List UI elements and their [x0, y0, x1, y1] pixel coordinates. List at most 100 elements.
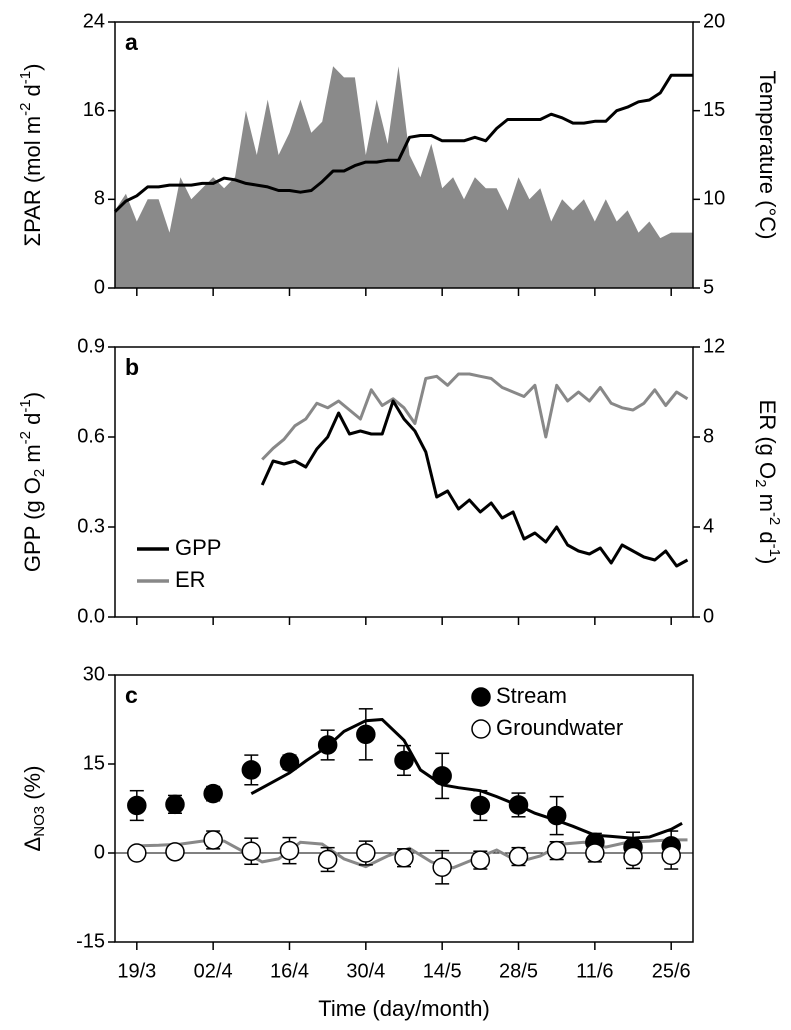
point [127, 843, 147, 863]
legend-label: Stream [496, 683, 567, 708]
point [546, 805, 567, 826]
point [508, 795, 529, 815]
temperature-line [113, 73, 693, 213]
x-tick-label: 19/3 [117, 960, 156, 982]
y2-tick-label: 15 [703, 99, 725, 121]
y-tick-label: 24 [83, 10, 105, 32]
axis-label: ΣPAR (mol m-2 d-1) [17, 64, 45, 247]
axis-label-part: GPP (g O [20, 477, 45, 572]
axis-label-part: m [755, 487, 780, 511]
axis-label-part: d [20, 413, 45, 431]
point [623, 846, 643, 867]
point [661, 845, 681, 866]
point [394, 750, 414, 771]
y-tick-label: 15 [83, 752, 105, 774]
x-tick-label: 25/6 [652, 960, 691, 982]
par-area [115, 66, 693, 288]
y-tick-label: 0.3 [77, 515, 105, 537]
axis-label: ΔNO3 (%) [20, 766, 48, 852]
axis-label-part: -1 [17, 399, 34, 412]
point [317, 735, 338, 755]
panel-letter: c [125, 682, 138, 708]
y-tick-label: 30 [83, 663, 105, 685]
axis-label-part: -1 [17, 71, 34, 84]
y-tick-label: 0 [94, 841, 105, 863]
axis-label-part: -2 [17, 431, 34, 444]
y-tick-label: 8 [94, 188, 105, 210]
y2-tick-label: 12 [703, 335, 725, 357]
point [356, 724, 376, 745]
y2-tick-label: 8 [703, 425, 714, 447]
axis-label-part: -2 [17, 103, 34, 116]
axis-label-part: ) [755, 557, 780, 564]
point [432, 857, 452, 877]
axis-label-part: d [755, 525, 780, 543]
point [279, 752, 300, 772]
point [546, 840, 567, 861]
legend-marker [471, 719, 491, 739]
y-tick-label: 0.9 [77, 335, 105, 357]
axis-label: Temperature (°C) [755, 71, 780, 240]
y-tick-label: 0 [94, 276, 105, 298]
plot-frame [114, 21, 694, 289]
x-tick-label: 16/4 [270, 960, 309, 982]
point [165, 794, 185, 815]
y-tick-label: -15 [76, 930, 105, 952]
panel-letter: a [125, 29, 138, 55]
x-tick-label: 11/6 [576, 960, 613, 982]
axis-label-part: Δ [20, 836, 45, 851]
axis-label-part: (%) [20, 766, 45, 806]
axis-label-part: m [20, 444, 45, 468]
axis-label-part: -2 [766, 512, 783, 525]
y2-tick-label: 10 [703, 188, 725, 210]
y2-tick-label: 4 [703, 515, 714, 537]
point [356, 843, 376, 863]
point [127, 795, 147, 816]
axis-label-part: ) [20, 392, 45, 399]
point [470, 795, 491, 816]
x-tick-label: 28/5 [499, 960, 538, 982]
x-tick-label: 02/4 [194, 960, 233, 982]
point [203, 830, 223, 850]
panel-letter: b [125, 354, 139, 380]
legend-label: ER [175, 567, 206, 592]
y2-tick-label: 0 [703, 605, 714, 627]
y-tick-label: 0.0 [77, 605, 105, 627]
x-axis-label: Time (day/month) [318, 996, 490, 1021]
x-tick-label: 30/4 [346, 960, 385, 982]
legend-marker [471, 687, 491, 707]
point [279, 840, 300, 861]
y-tick-label: 16 [83, 99, 105, 121]
axis-label: GPP (g O2 m-2 d-1) [17, 392, 48, 572]
point [585, 843, 605, 863]
axis-label: ER (g O2 m-2 d-1) [752, 400, 783, 565]
axis-label-part: 2 [31, 469, 48, 477]
axis-label-part: -1 [766, 544, 783, 557]
point [432, 766, 452, 786]
point [241, 760, 262, 780]
plot-frame [114, 674, 694, 943]
axis-label-part: Temperature (°C) [755, 71, 780, 240]
axis-label-part: 2 [752, 479, 769, 487]
axis-label-part: d [20, 84, 45, 102]
legend-label: Groundwater [496, 715, 623, 740]
series-line [261, 372, 689, 461]
y-tick-label: 0.6 [77, 425, 105, 447]
y2-tick-label: 20 [703, 10, 725, 32]
legend-label: GPP [175, 535, 221, 560]
point [470, 850, 491, 870]
axis-label-part: ΣPAR (mol m [20, 116, 45, 247]
point [241, 841, 262, 861]
point [165, 842, 185, 862]
axis-label-part: ) [20, 64, 45, 71]
x-tick-label: 14/5 [423, 960, 462, 982]
point [394, 847, 414, 868]
series-line [260, 399, 689, 568]
axis-label-part: ER (g O [755, 400, 780, 479]
point [317, 849, 338, 870]
point [203, 783, 223, 804]
point [508, 846, 529, 867]
plot-frame [114, 346, 694, 618]
